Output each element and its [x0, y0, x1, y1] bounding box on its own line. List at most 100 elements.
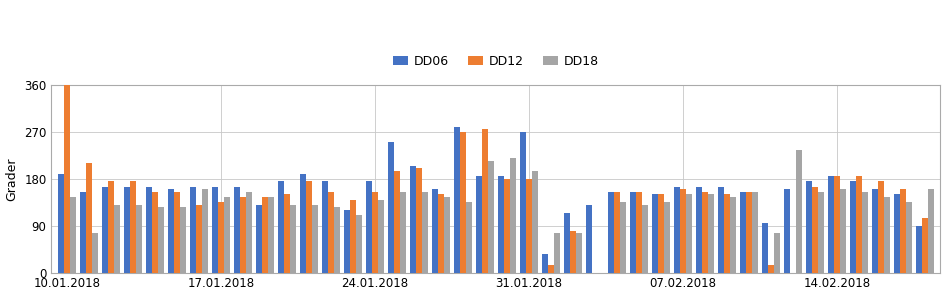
Bar	[438, 194, 444, 273]
Bar	[174, 192, 180, 273]
Bar	[167, 189, 174, 273]
Bar	[114, 205, 120, 273]
Bar	[718, 186, 724, 273]
Bar	[300, 173, 306, 273]
Bar	[58, 173, 63, 273]
Bar	[784, 189, 790, 273]
Bar	[344, 210, 350, 273]
Bar	[576, 234, 582, 273]
Bar	[730, 197, 736, 273]
Bar	[862, 192, 867, 273]
Bar	[620, 202, 626, 273]
Bar	[724, 194, 730, 273]
Bar	[664, 202, 670, 273]
Bar	[658, 194, 664, 273]
Bar	[422, 192, 428, 273]
Bar	[740, 192, 746, 273]
Bar	[922, 218, 928, 273]
Bar	[388, 142, 394, 273]
Bar	[180, 207, 185, 273]
Bar	[856, 176, 862, 273]
Bar	[520, 132, 526, 273]
Bar	[900, 189, 906, 273]
Bar	[262, 197, 268, 273]
Bar	[774, 234, 780, 273]
Bar	[410, 166, 416, 273]
Bar	[828, 176, 834, 273]
Legend: DD06, DD12, DD18: DD06, DD12, DD18	[388, 50, 604, 73]
Bar	[476, 176, 482, 273]
Bar	[702, 192, 708, 273]
Bar	[86, 163, 92, 273]
Bar	[92, 234, 97, 273]
Bar	[377, 200, 384, 273]
Bar	[70, 197, 76, 273]
Bar	[190, 186, 196, 273]
Bar	[135, 205, 142, 273]
Bar	[564, 213, 569, 273]
Bar	[928, 189, 934, 273]
Bar	[652, 194, 658, 273]
Bar	[444, 197, 449, 273]
Bar	[256, 205, 262, 273]
Bar	[400, 192, 406, 273]
Bar	[284, 194, 289, 273]
Bar	[636, 192, 642, 273]
Bar	[372, 192, 377, 273]
Bar	[240, 197, 246, 273]
Bar	[454, 127, 460, 273]
Bar	[124, 186, 130, 273]
Y-axis label: Grader: Grader	[6, 157, 19, 200]
Bar	[878, 181, 884, 273]
Bar	[642, 205, 648, 273]
Bar	[328, 192, 334, 273]
Bar	[614, 192, 620, 273]
Bar	[151, 192, 158, 273]
Bar	[416, 168, 422, 273]
Bar	[872, 189, 878, 273]
Bar	[278, 181, 284, 273]
Bar	[884, 197, 890, 273]
Bar	[356, 215, 361, 273]
Bar	[146, 186, 151, 273]
Bar	[548, 265, 554, 273]
Bar	[916, 226, 922, 273]
Bar	[366, 181, 372, 273]
Bar	[224, 197, 230, 273]
Bar	[246, 192, 252, 273]
Bar	[465, 202, 472, 273]
Bar	[746, 192, 752, 273]
Bar	[306, 181, 312, 273]
Bar	[906, 202, 912, 273]
Bar	[586, 205, 592, 273]
Bar	[630, 192, 636, 273]
Bar	[894, 194, 900, 273]
Bar	[268, 197, 273, 273]
Bar	[696, 186, 702, 273]
Bar	[554, 234, 560, 273]
Bar	[432, 189, 438, 273]
Bar	[812, 186, 818, 273]
Bar	[680, 189, 686, 273]
Bar	[762, 223, 768, 273]
Bar	[196, 205, 201, 273]
Bar	[532, 171, 538, 273]
Bar	[569, 231, 576, 273]
Bar	[526, 179, 532, 273]
Bar	[686, 194, 692, 273]
Bar	[542, 254, 548, 273]
Bar	[234, 186, 240, 273]
Bar	[488, 160, 494, 273]
Bar	[818, 192, 824, 273]
Bar	[102, 186, 108, 273]
Bar	[108, 181, 114, 273]
Bar	[201, 189, 208, 273]
Bar	[130, 181, 135, 273]
Bar	[708, 194, 714, 273]
Bar	[482, 129, 488, 273]
Bar	[768, 265, 774, 273]
Bar	[840, 189, 846, 273]
Bar	[806, 181, 812, 273]
Bar	[834, 176, 840, 273]
Bar	[394, 171, 400, 273]
